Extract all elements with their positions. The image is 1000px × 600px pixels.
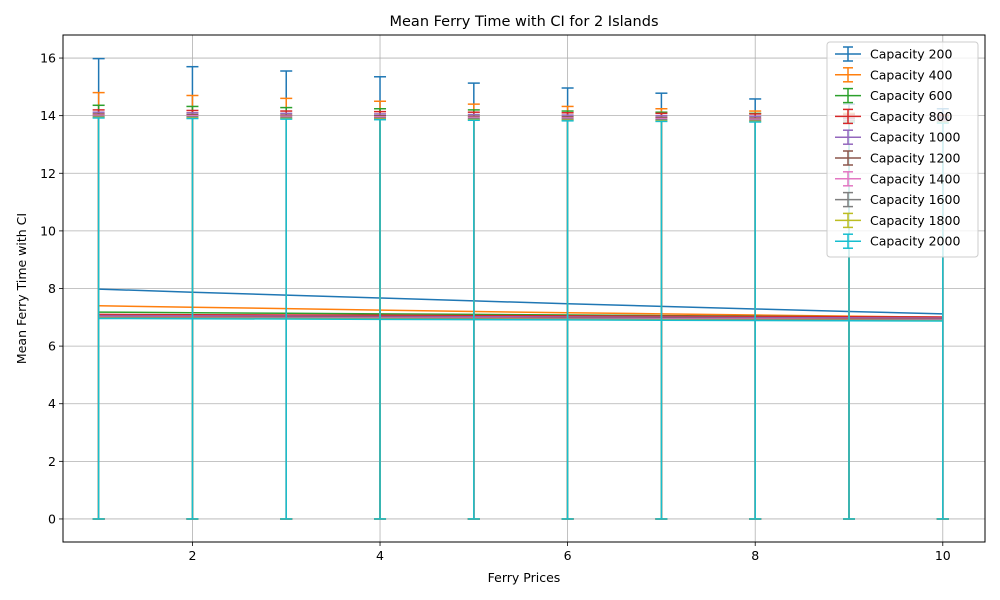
legend-label: Capacity 1800: [870, 213, 960, 228]
legend-item: Capacity 600: [835, 87, 953, 104]
series-line: [98, 314, 943, 319]
legend: Capacity 200 Capacity 400 Capacity 600 Capa…: [826, 41, 979, 258]
legend-label: Capacity 1600: [870, 192, 960, 207]
y-tick-label: 2: [48, 454, 56, 469]
y-tick-label: 12: [40, 166, 56, 181]
x-axis-label: Ferry Prices: [488, 570, 561, 585]
y-tick-label: 8: [48, 281, 56, 296]
legend-label: Capacity 1200: [870, 151, 960, 166]
legend-item: Capacity 1800: [835, 212, 960, 229]
series-line: [98, 317, 943, 322]
x-tick-label: 6: [564, 548, 572, 563]
legend-label: Capacity 400: [870, 67, 953, 82]
legend-label: Capacity 2000: [870, 234, 960, 249]
series-line: [98, 313, 943, 318]
legend-label: Capacity 600: [870, 88, 953, 103]
legend-label: Capacity 800: [870, 109, 953, 124]
x-tick-label: 4: [376, 548, 384, 563]
legend-item: Capacity 400: [835, 67, 953, 83]
x-tick-label: 10: [935, 548, 951, 563]
y-tick-label: 14: [40, 108, 56, 123]
ticks-layer: 2 4 6 8 10 0 2 4 6 8 10 12 14 16: [40, 51, 951, 563]
legend-label: Capacity 1400: [870, 171, 960, 186]
legend-item: Capacity 200: [835, 46, 953, 62]
legend-item: Capacity 1600: [835, 191, 960, 208]
legend-label: Capacity 1000: [870, 130, 960, 145]
y-tick-label: 0: [48, 511, 56, 526]
legend-item: Capacity 2000: [835, 233, 960, 249]
y-tick-label: 16: [40, 51, 56, 66]
x-tick-label: 8: [751, 548, 759, 563]
y-axis-label: Mean Ferry Time with CI: [14, 213, 29, 364]
series-line: [98, 288, 943, 315]
x-tick-label: 2: [188, 548, 196, 563]
series-group: [92, 117, 949, 520]
legend-item: Capacity 1400: [835, 171, 960, 187]
series-line: [98, 305, 943, 319]
legend-label: Capacity 200: [870, 47, 953, 62]
legend-box: [826, 41, 979, 258]
legend-item: Capacity 800: [835, 108, 953, 125]
y-tick-label: 4: [48, 396, 56, 411]
series-layer: [92, 57, 949, 520]
legend-item: Capacity 1200: [835, 150, 960, 166]
chart-title: Mean Ferry Time with CI for 2 Islands: [390, 14, 659, 30]
y-tick-label: 6: [48, 339, 56, 354]
legend-item: Capacity 1000: [835, 129, 960, 145]
y-tick-label: 10: [40, 223, 56, 238]
